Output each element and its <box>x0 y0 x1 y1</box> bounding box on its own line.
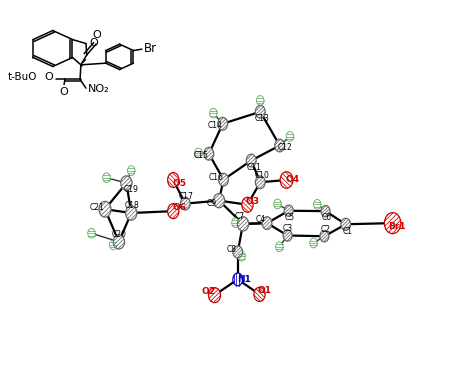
Ellipse shape <box>168 172 179 188</box>
Text: O: O <box>60 87 68 97</box>
Ellipse shape <box>103 173 110 183</box>
Text: C8: C8 <box>227 244 237 254</box>
Text: NO₂: NO₂ <box>88 84 109 94</box>
Text: C16: C16 <box>208 173 223 182</box>
Ellipse shape <box>232 218 239 228</box>
Ellipse shape <box>238 251 245 261</box>
Ellipse shape <box>320 231 329 242</box>
Text: O4: O4 <box>285 176 300 184</box>
Text: Br1: Br1 <box>388 222 406 231</box>
Text: O: O <box>45 72 53 82</box>
Text: C15: C15 <box>193 151 209 160</box>
Ellipse shape <box>126 206 137 220</box>
Ellipse shape <box>341 218 351 230</box>
Text: C9: C9 <box>207 199 217 208</box>
Ellipse shape <box>204 147 214 160</box>
Text: O6: O6 <box>172 203 186 212</box>
Ellipse shape <box>218 117 228 130</box>
Text: Br: Br <box>145 42 157 56</box>
Text: C1: C1 <box>343 227 353 236</box>
Ellipse shape <box>283 230 292 241</box>
Text: C6: C6 <box>321 213 332 222</box>
Ellipse shape <box>262 217 272 229</box>
Ellipse shape <box>274 199 281 209</box>
Text: C11: C11 <box>246 163 261 172</box>
Text: O2: O2 <box>201 287 215 296</box>
Ellipse shape <box>255 105 265 118</box>
Ellipse shape <box>284 205 293 216</box>
Text: C17: C17 <box>178 192 193 201</box>
Text: N1: N1 <box>237 275 251 284</box>
Text: C20: C20 <box>112 230 127 239</box>
Ellipse shape <box>128 166 135 176</box>
Ellipse shape <box>209 288 220 303</box>
Text: O: O <box>89 38 98 48</box>
Text: C18: C18 <box>125 201 139 210</box>
Text: C21: C21 <box>90 203 104 212</box>
Ellipse shape <box>321 206 330 217</box>
Text: C7: C7 <box>234 212 244 221</box>
Text: C5: C5 <box>285 213 295 222</box>
Ellipse shape <box>213 194 225 208</box>
Ellipse shape <box>219 173 228 186</box>
Text: C13: C13 <box>255 114 270 123</box>
Ellipse shape <box>255 176 265 189</box>
Ellipse shape <box>233 273 243 286</box>
Text: C12: C12 <box>278 143 292 152</box>
Text: C4: C4 <box>256 215 266 224</box>
Ellipse shape <box>181 197 190 210</box>
Ellipse shape <box>286 132 293 141</box>
Ellipse shape <box>99 201 111 217</box>
Ellipse shape <box>384 213 401 234</box>
Text: C14: C14 <box>208 121 223 130</box>
Ellipse shape <box>121 176 132 190</box>
Ellipse shape <box>280 172 293 188</box>
Text: C3: C3 <box>283 224 293 233</box>
Ellipse shape <box>246 154 256 167</box>
Ellipse shape <box>195 148 202 158</box>
Ellipse shape <box>254 287 265 302</box>
Text: O3: O3 <box>246 197 260 206</box>
Text: C10: C10 <box>255 171 270 180</box>
Ellipse shape <box>275 139 284 152</box>
Text: C19: C19 <box>123 185 138 194</box>
Text: C2: C2 <box>320 225 330 234</box>
Text: O1: O1 <box>257 286 271 295</box>
Ellipse shape <box>113 235 125 249</box>
Ellipse shape <box>313 200 321 209</box>
Ellipse shape <box>256 96 264 105</box>
Ellipse shape <box>210 108 217 118</box>
Ellipse shape <box>168 204 179 219</box>
Text: O5: O5 <box>172 179 186 188</box>
Ellipse shape <box>242 197 253 212</box>
Ellipse shape <box>237 217 249 231</box>
Text: O: O <box>93 30 101 40</box>
Ellipse shape <box>88 228 95 238</box>
Text: t-BuO: t-BuO <box>8 72 37 82</box>
Ellipse shape <box>275 242 283 252</box>
Ellipse shape <box>310 238 317 248</box>
Ellipse shape <box>233 246 243 258</box>
Ellipse shape <box>109 240 117 250</box>
